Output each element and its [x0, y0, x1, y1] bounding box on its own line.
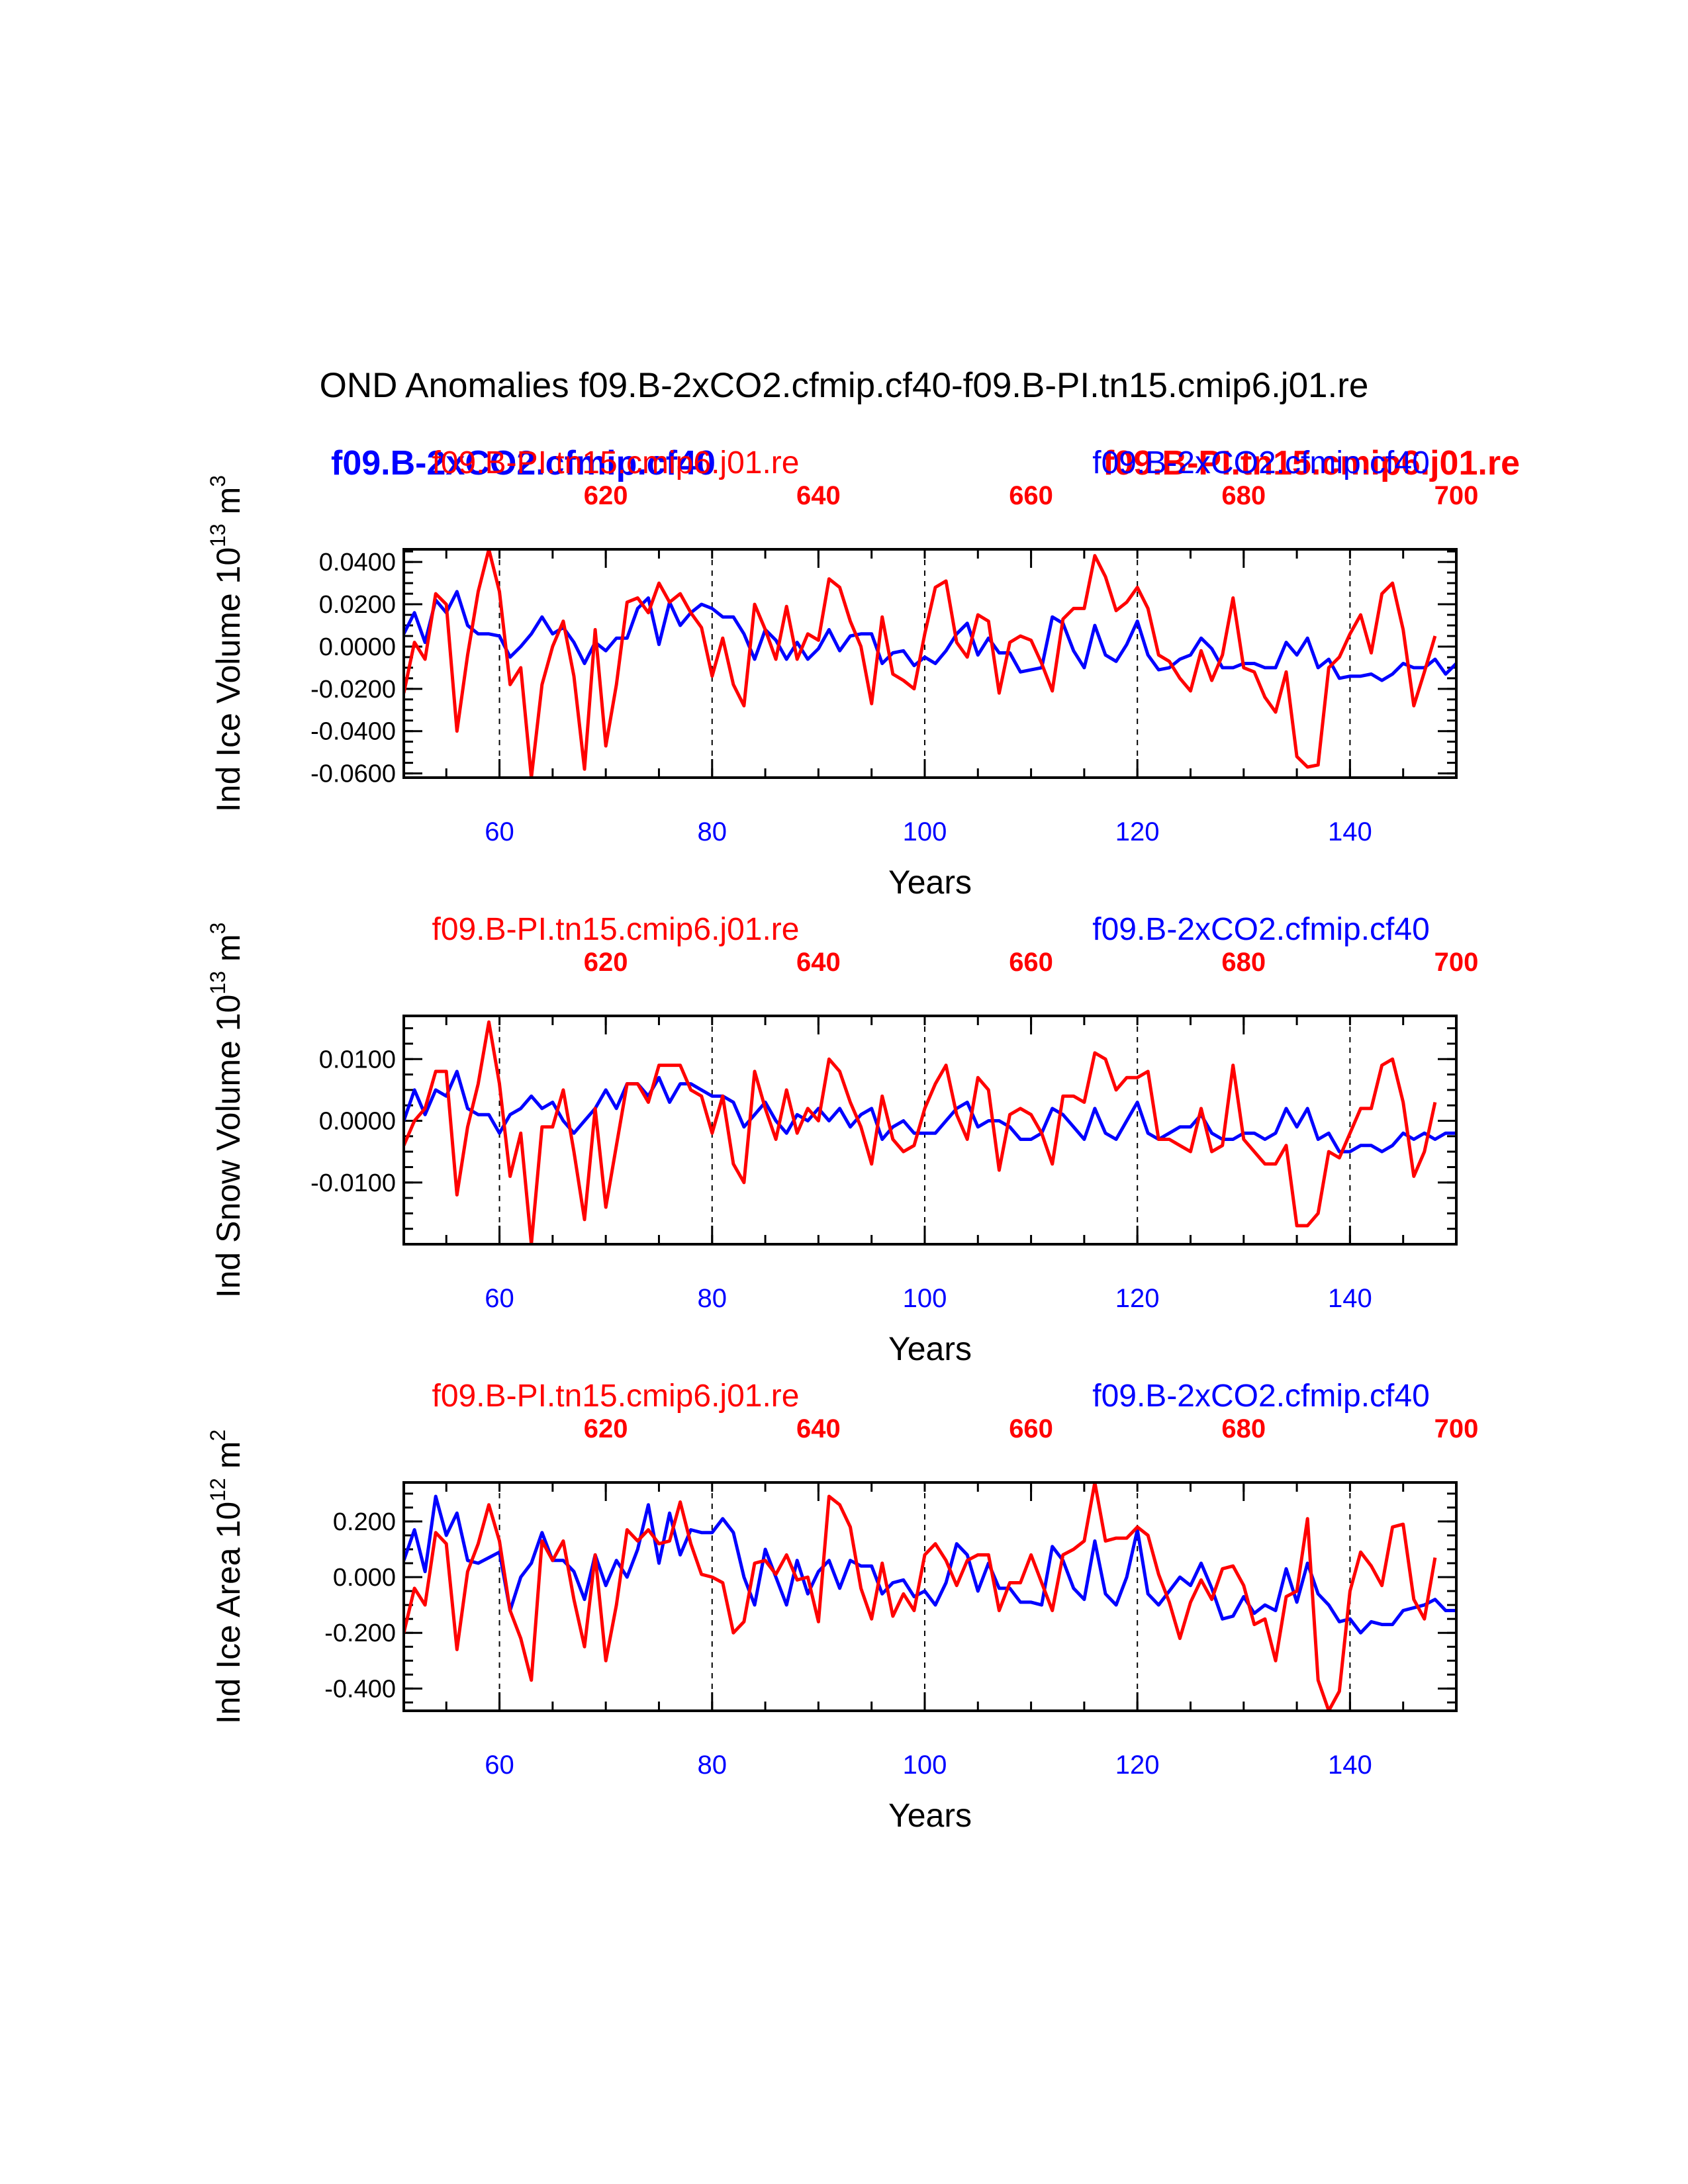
- y-axis-label-exponent: 12: [206, 1478, 230, 1502]
- y-axis-label-unit: m: [210, 1441, 247, 1479]
- x-axis-label: Years: [888, 1330, 972, 1367]
- x-top-tick-label: 680: [1221, 948, 1266, 977]
- y-tick-label: -0.0100: [310, 1169, 396, 1197]
- y-tick-label: -0.0400: [310, 718, 396, 746]
- series-line-case: [404, 1069, 1456, 1154]
- panel-2: f09.B-PI.tn15.cmip6.j01.re f09.B-2xCO2.cf…: [206, 912, 1478, 1367]
- y-axis-label-power: 2: [206, 1430, 230, 1441]
- y-tick-label: -0.0200: [310, 676, 396, 704]
- x-tick-label: 60: [485, 1751, 514, 1780]
- x-top-tick-label: 620: [584, 1414, 628, 1443]
- series-line-control: [404, 1482, 1437, 1711]
- x-top-tick-label: 700: [1434, 948, 1479, 977]
- y-axis-label-power: 3: [206, 475, 230, 487]
- x-top-tick-label: 680: [1221, 481, 1266, 510]
- y-tick-label: -0.400: [324, 1675, 396, 1703]
- overlay-label-case: f09.B-2xCO2.cfmip.cf40: [331, 444, 716, 482]
- x-top-tick-label: 620: [584, 481, 628, 510]
- series-label-case: f09.B-2xCO2.cfmip.cf40: [1092, 1379, 1430, 1414]
- x-tick-label: 120: [1115, 817, 1160, 846]
- x-top-tick-label: 620: [584, 948, 628, 977]
- x-top-tick-label: 700: [1434, 1414, 1479, 1443]
- y-tick-label: 0.0100: [319, 1046, 396, 1073]
- y-axis-label-exponent: 13: [206, 971, 230, 995]
- y-axis-label-unit: m: [210, 487, 247, 524]
- y-axis-label-power: 3: [206, 923, 230, 934]
- x-top-tick-label: 660: [1009, 1414, 1053, 1443]
- overlay-label-control: f09.B-PI.tn15.cmip6.j01.re: [1103, 444, 1520, 482]
- x-tick-label: 120: [1115, 1751, 1160, 1780]
- x-top-tick-label: 680: [1221, 1414, 1266, 1443]
- x-top-tick-label: 640: [796, 948, 841, 977]
- series-line-control: [404, 549, 1437, 778]
- y-axis-label-unit: m: [210, 934, 247, 972]
- x-tick-label: 120: [1115, 1284, 1160, 1313]
- series-label-control: f09.B-PI.tn15.cmip6.j01.re: [432, 1379, 800, 1414]
- y-axis-label: Ind Ice Volume 1013 m3: [206, 475, 247, 812]
- plot-frame: [402, 1481, 1458, 1712]
- x-tick-label: 80: [698, 1284, 727, 1313]
- series-line-case: [404, 590, 1456, 682]
- y-axis-label: Ind Ice Area 1012 m2: [206, 1430, 247, 1724]
- x-tick-label: 140: [1328, 817, 1372, 846]
- x-tick-label: 80: [698, 1751, 727, 1780]
- series-label-control: f09.B-PI.tn15.cmip6.j01.re: [432, 912, 800, 947]
- x-tick-label: 100: [903, 1751, 947, 1780]
- y-tick-label: 0.0200: [319, 591, 396, 619]
- x-tick-label: 100: [903, 817, 947, 846]
- y-tick-label: 0.200: [333, 1508, 396, 1536]
- x-top-tick-label: 640: [796, 481, 841, 510]
- plot-frame: [402, 548, 1458, 779]
- x-tick-label: 100: [903, 1284, 947, 1313]
- x-top-tick-label: 660: [1009, 481, 1053, 510]
- plot-frame: [402, 1015, 1458, 1246]
- series-line-case: [404, 1494, 1456, 1635]
- x-tick-label: 140: [1328, 1751, 1372, 1780]
- x-top-tick-label: 700: [1434, 481, 1479, 510]
- x-tick-label: 80: [698, 817, 727, 846]
- y-tick-label: 0.0400: [319, 549, 396, 576]
- series-label-control: f09.B-PI.tn15.cmip6.j01.re: [432, 445, 800, 480]
- y-axis-label-text: Ind Ice Area 10: [210, 1502, 247, 1724]
- y-tick-label: 0.0000: [319, 633, 396, 661]
- series-label-case: f09.B-2xCO2.cfmip.cf40: [1092, 912, 1430, 947]
- panel-1: f09.B-PI.tn15.cmip6.j01.re f09.B-2xCO2.cf…: [206, 445, 1478, 901]
- panels: f09.B-PI.tn15.cmip6.j01.re f09.B-2xCO2.cf…: [206, 445, 1478, 1834]
- y-tick-label: 0.000: [333, 1564, 396, 1592]
- series-line-control: [404, 1020, 1437, 1244]
- x-axis-label: Years: [888, 864, 972, 901]
- y-axis-label-text: Ind Snow Volume 10: [210, 995, 247, 1298]
- x-tick-label: 60: [485, 1284, 514, 1313]
- x-tick-label: 60: [485, 817, 514, 846]
- figure-title: OND Anomalies f09.B-2xCO2.cfmip.cf40-f09…: [320, 366, 1369, 405]
- y-tick-label: -0.0600: [310, 760, 396, 788]
- y-tick-label: 0.0000: [319, 1108, 396, 1136]
- y-axis-label-text: Ind Ice Volume 10: [210, 547, 247, 812]
- x-top-tick-label: 660: [1009, 948, 1053, 977]
- x-tick-label: 140: [1328, 1284, 1372, 1313]
- y-axis-label-exponent: 13: [206, 523, 230, 547]
- y-axis-label: Ind Snow Volume 1013 m3: [206, 923, 247, 1298]
- series-label-case: f09.B-2xCO2.cfmip.cf40: [1092, 445, 1430, 480]
- panel-3: f09.B-PI.tn15.cmip6.j01.re f09.B-2xCO2.cf…: [206, 1379, 1478, 1834]
- x-axis-label: Years: [888, 1797, 972, 1834]
- y-tick-label: -0.200: [324, 1619, 396, 1647]
- x-top-tick-label: 640: [796, 1414, 841, 1443]
